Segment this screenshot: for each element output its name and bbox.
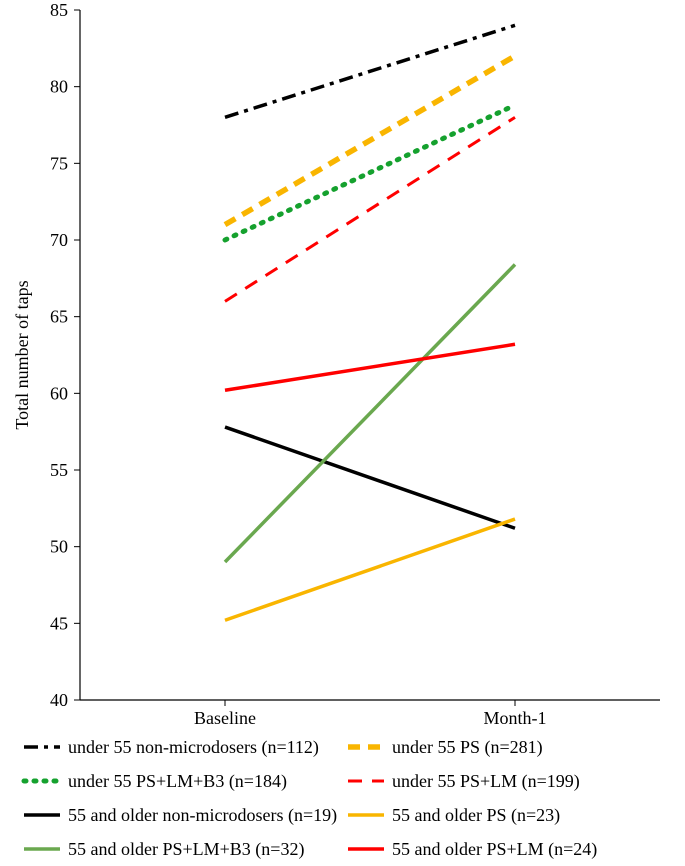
x-tick-label: Month-1	[484, 708, 547, 728]
y-tick-label: 45	[50, 613, 68, 633]
legend-label: 55 and older PS+LM+B3 (n=32)	[68, 839, 304, 860]
series-u55_ps	[225, 56, 515, 225]
y-tick-label: 85	[50, 0, 68, 20]
y-tick-label: 60	[50, 383, 68, 403]
y-tick-label: 55	[50, 460, 68, 480]
legend-label: 55 and older PS (n=23)	[392, 805, 560, 826]
series-o55_non	[225, 427, 515, 528]
legend-label: under 55 PS (n=281)	[392, 737, 543, 758]
line-chart: 40 45 50 55 60 65 70 75 80 85 Total number of taps…	[0, 0, 685, 866]
y-tick-label: 65	[50, 307, 68, 327]
y-tick-label: 80	[50, 77, 68, 97]
series-o55_ps	[225, 519, 515, 620]
legend-label: under 55 PS+LM (n=199)	[392, 771, 580, 792]
series-u55_non	[225, 25, 515, 117]
y-tick-label: 40	[50, 690, 68, 710]
y-axis-title: Total number of taps	[12, 280, 32, 429]
legend-label: 55 and older PS+LM (n=24)	[392, 839, 597, 860]
y-tick-label: 50	[50, 537, 68, 557]
x-tick-label: Baseline	[194, 708, 256, 728]
series-o55_plb3	[225, 265, 515, 562]
legend-label: under 55 PS+LM+B3 (n=184)	[68, 771, 287, 792]
legend-label: under 55 non-microdosers (n=112)	[68, 737, 319, 758]
legend-label: 55 and older non-microdosers (n=19)	[68, 805, 337, 826]
series-u55_pl	[225, 117, 515, 301]
y-tick-label: 70	[50, 230, 68, 250]
series-u55_plb3	[225, 105, 515, 240]
series-o55_pl	[225, 344, 515, 390]
y-tick-label: 75	[50, 153, 68, 173]
